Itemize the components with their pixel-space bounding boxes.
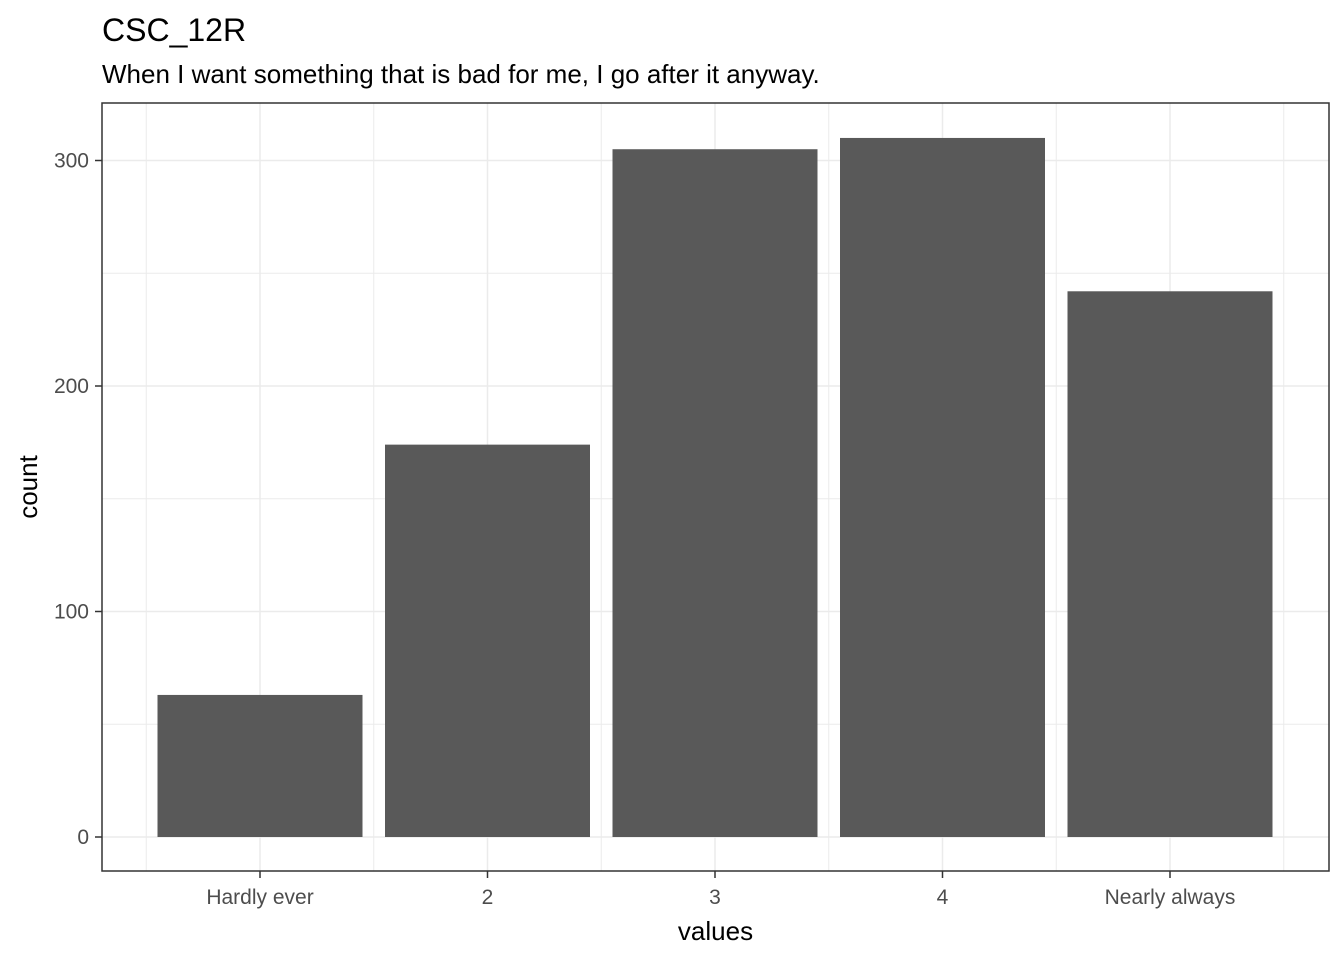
y-tick-label: 100 bbox=[54, 601, 89, 624]
x-tick-label: Hardly ever bbox=[206, 886, 313, 909]
x-axis: Hardly ever 2 3 4 Nearly always bbox=[206, 871, 1235, 909]
x-tick-label: 4 bbox=[937, 886, 949, 909]
chart-title: CSC_12R bbox=[102, 12, 246, 48]
bars bbox=[157, 137, 1273, 838]
x-tick-label: Nearly always bbox=[1105, 886, 1236, 909]
x-axis-title: values bbox=[678, 916, 753, 946]
chart-subtitle: When I want something that is bad for me… bbox=[102, 59, 820, 89]
plot-panel bbox=[101, 102, 1330, 872]
y-axis: 0 100 200 300 bbox=[54, 150, 102, 849]
bar bbox=[612, 149, 818, 838]
y-tick-label: 0 bbox=[77, 826, 89, 849]
bar bbox=[1067, 291, 1273, 837]
y-tick-label: 200 bbox=[54, 375, 89, 398]
bar bbox=[157, 694, 363, 837]
bar bbox=[385, 444, 590, 837]
x-tick-label: 2 bbox=[482, 886, 494, 909]
x-tick-label: 3 bbox=[709, 886, 721, 909]
bar bbox=[840, 137, 1045, 837]
y-tick-label: 300 bbox=[54, 150, 89, 173]
y-axis-title: count bbox=[13, 454, 43, 518]
